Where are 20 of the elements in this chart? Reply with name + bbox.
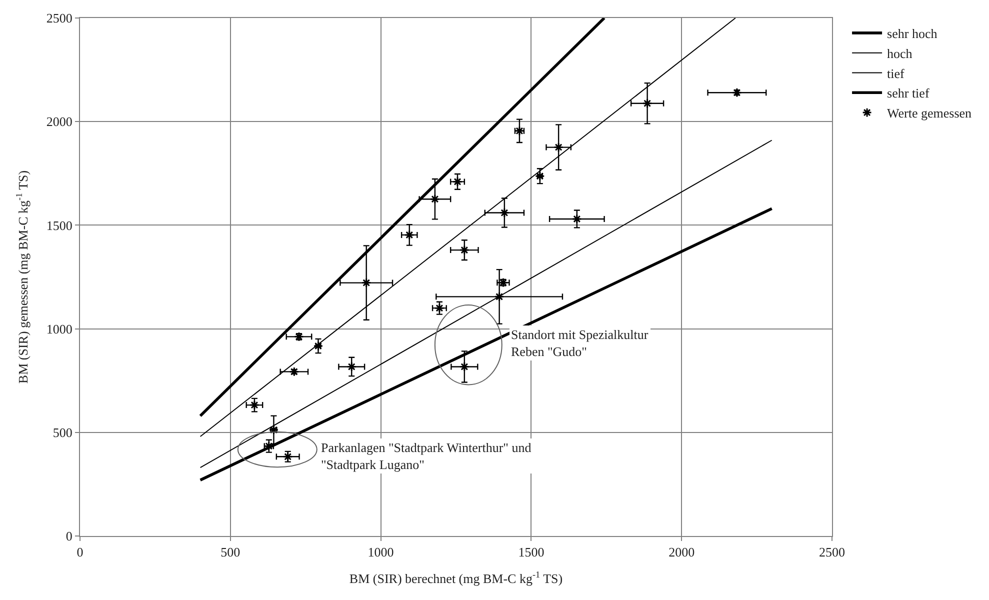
legend-label: tief [887,66,906,81]
x-tick-label: 2000 [668,544,695,560]
y-tick-label: 2500 [46,10,72,26]
x-tick-label: 1500 [518,544,544,560]
y-tick-label: 1500 [46,218,72,233]
annotation: Standort mit Spezialkultur Reben "Gudo" [511,327,649,359]
x-axis-title: BM (SIR) berechnet (mg BM-C kg$^{-1}$ TS) [349,570,563,586]
y-tick-label: 2000 [46,114,72,130]
legend-label: Werte gemessen [887,106,972,121]
x-tick-label: 500 [220,544,240,560]
x-tick-label: 0 [76,544,84,560]
y-tick-label: 0 [66,528,72,544]
x-tick-label: 2500 [819,544,845,560]
legend-label: sehr tief [887,86,930,101]
y-tick-label: 500 [52,424,72,440]
legend-label: sehr hoch [887,26,938,42]
annotation: Parkanlagen "Stadtpark Winterthur" und "Stadtpark Lugano" [321,440,532,472]
legend-label: hoch [887,46,913,61]
y-tick-label: 1000 [46,321,72,336]
x-tick-label: 1000 [368,544,394,560]
